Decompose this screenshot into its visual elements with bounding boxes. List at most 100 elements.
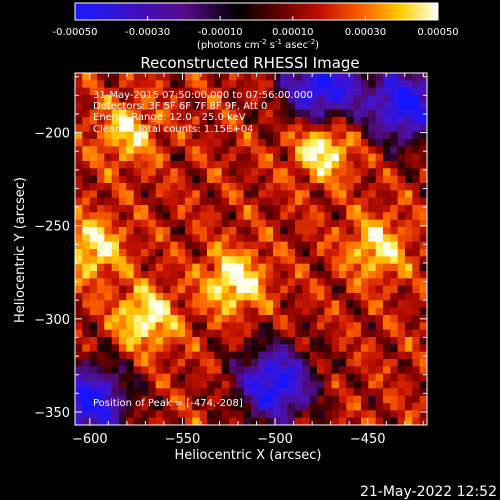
heatmap-cell (119, 373, 127, 382)
heatmap-cell (199, 73, 208, 81)
heatmap-cell (397, 403, 406, 411)
heatmap-cell (192, 285, 201, 294)
heatmap-cell (405, 300, 413, 309)
heatmap-cell (324, 87, 333, 96)
heatmap-cell (368, 212, 377, 221)
heatmap-cell (163, 300, 171, 309)
heatmap-cell (397, 373, 406, 382)
heatmap-cell (273, 285, 281, 294)
heatmap-cell (339, 417, 347, 425)
heatmap-cell (89, 337, 98, 345)
heatmap-cell (390, 219, 399, 228)
heatmap-cell (97, 417, 105, 425)
heatmap-cell (75, 168, 83, 177)
heatmap-cell (119, 87, 127, 96)
heatmap-cell (119, 417, 127, 425)
heatmap-cell (265, 95, 274, 103)
heatmap-cell (185, 366, 193, 375)
heatmap-cell (397, 388, 406, 397)
heatmap-cell (375, 227, 384, 235)
heatmap-cell (273, 146, 281, 155)
heatmap-cell (375, 322, 384, 331)
heatmap-cell (346, 395, 355, 404)
heatmap-cell (126, 315, 135, 323)
heatmap-cell (280, 403, 289, 411)
heatmap-cell (155, 190, 164, 199)
heatmap-cell (243, 307, 252, 316)
heatmap-cell (111, 271, 120, 279)
heatmap-cell (295, 146, 303, 155)
heatmap-cell (324, 117, 333, 125)
heatmap-cell (368, 153, 377, 162)
heatmap-cell (390, 95, 399, 103)
heatmap-cell (309, 183, 318, 191)
heatmap-cell (119, 263, 127, 272)
heatmap-cell (405, 139, 413, 147)
heatmap-cell (397, 183, 406, 191)
heatmap-cell (397, 212, 406, 221)
heatmap-cell (353, 263, 362, 272)
heatmap-cell (346, 153, 355, 162)
heatmap-cell (339, 227, 347, 235)
heatmap-cell (324, 95, 333, 103)
heatmap-cell (141, 315, 149, 323)
heatmap-cell (89, 117, 98, 125)
colorbar-gradient (74, 2, 439, 21)
heatmap-cell (258, 234, 267, 243)
heatmap-cell (89, 241, 98, 250)
heatmap-cell (97, 410, 105, 419)
heatmap-cell (148, 146, 157, 155)
heatmap-cell (361, 256, 369, 265)
heatmap-cell (207, 241, 215, 250)
heatmap-cell (192, 263, 201, 272)
heatmap-cell (192, 249, 201, 257)
heatmap-cell (324, 131, 333, 140)
heatmap-cell (353, 87, 362, 96)
heatmap-cell (419, 249, 427, 257)
heatmap-cell (199, 366, 208, 375)
heatmap-cell (280, 95, 289, 103)
heatmap-cell (375, 337, 384, 345)
heatmap-cell (236, 344, 245, 353)
heatmap-cell (133, 190, 142, 199)
heatmap-cell (192, 87, 201, 96)
heatmap-cell (111, 417, 120, 425)
heatmap-cell (346, 403, 355, 411)
heatmap-cell (419, 153, 427, 162)
heatmap-cell (339, 351, 347, 360)
heatmap-cell (412, 117, 421, 125)
heatmap-cell (111, 153, 120, 162)
heatmap-cell (317, 256, 325, 265)
heatmap-cell (353, 117, 362, 125)
heatmap-cell (97, 197, 105, 206)
heatmap-cell (339, 329, 347, 338)
heatmap-cell (265, 131, 274, 140)
heatmap-cell (339, 175, 347, 184)
heatmap-cell (273, 337, 281, 345)
heatmap-cell (390, 278, 399, 287)
heatmap-cell (309, 410, 318, 419)
y-tick-label: −350 (34, 406, 70, 421)
heatmap-cell (148, 322, 157, 331)
heatmap-cell (346, 117, 355, 125)
heatmap-cell (185, 175, 193, 184)
heatmap-cell (133, 285, 142, 294)
heatmap-cell (295, 329, 303, 338)
heatmap-cell (177, 351, 186, 360)
heatmap-cell (163, 293, 171, 301)
colorbar-tick-label: 0.00050 (417, 27, 458, 38)
heatmap-cell (309, 388, 318, 397)
heatmap-cell (405, 73, 413, 81)
heatmap-cell (111, 73, 120, 81)
heatmap-cell (412, 403, 421, 411)
heatmap-cell (148, 337, 157, 345)
heatmap-cell (331, 117, 340, 125)
heatmap-cell (243, 102, 252, 111)
heatmap-cell (155, 307, 164, 316)
heatmap-cell (177, 175, 186, 184)
heatmap-cell (126, 102, 135, 111)
heatmap-cell (119, 249, 127, 257)
heatmap-cell (258, 366, 267, 375)
heatmap-cell (375, 410, 384, 419)
heatmap-cell (375, 212, 384, 221)
